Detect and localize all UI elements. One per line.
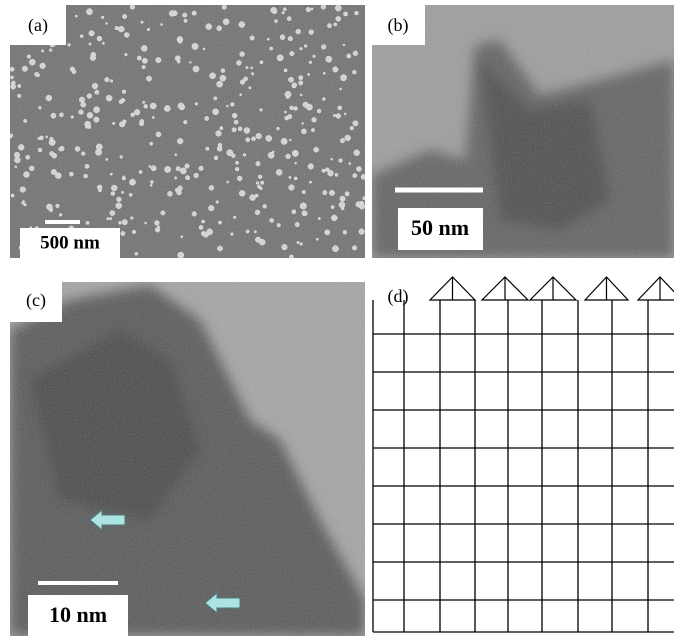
panel-label: (a): [28, 15, 48, 36]
triangle: [638, 277, 674, 300]
figure: (a) 500 nm (b) 50 nm (c) 10 nm (d): [0, 0, 674, 636]
scale-label: 500 nm: [40, 232, 100, 253]
panel-a: (a) 500 nm: [8, 3, 366, 259]
panel-d: (d): [373, 277, 674, 632]
triangle: [430, 277, 475, 300]
triangle: [585, 277, 628, 300]
scale-label: 50 nm: [411, 215, 469, 240]
panel-label: (b): [388, 15, 409, 36]
triangle: [482, 277, 528, 300]
triangle: [530, 277, 576, 300]
panel-label: (c): [26, 290, 46, 311]
panel-c: (c) 10 nm: [10, 282, 365, 636]
scale-label: 10 nm: [49, 602, 107, 627]
panel-b: (b) 50 nm: [372, 5, 674, 258]
panel-label: (d): [388, 286, 409, 307]
